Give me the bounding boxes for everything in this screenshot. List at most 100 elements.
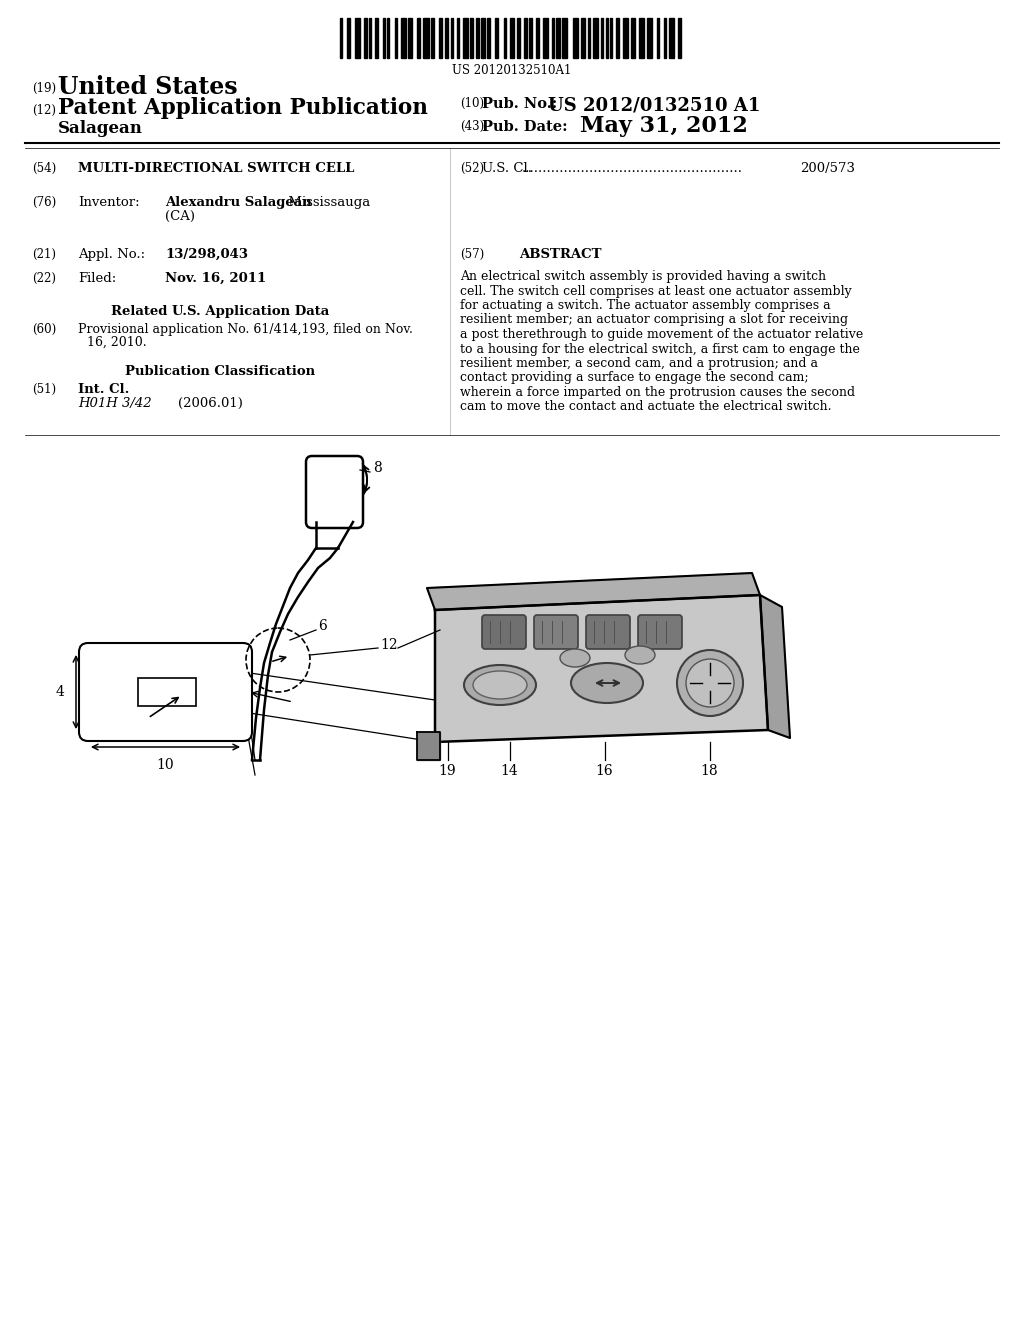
Bar (605, 18, 608, 58)
Text: (43): (43) (460, 120, 484, 133)
Bar (556, 18, 560, 58)
Bar (495, 18, 498, 58)
Bar (664, 18, 666, 58)
Bar (523, 18, 527, 58)
Text: (12): (12) (32, 104, 56, 117)
Bar (375, 18, 378, 58)
Text: ABSTRACT: ABSTRACT (519, 248, 601, 261)
Bar (400, 18, 407, 58)
Text: 13/298,043: 13/298,043 (165, 248, 248, 261)
Text: 14: 14 (500, 764, 518, 777)
Ellipse shape (571, 663, 643, 704)
Bar (552, 18, 554, 58)
Text: Appl. No.:: Appl. No.: (78, 248, 145, 261)
Text: resilient member; an actuator comprising a slot for receiving: resilient member; an actuator comprising… (460, 314, 848, 326)
Bar (670, 18, 674, 58)
Bar (504, 18, 506, 58)
Bar (657, 18, 659, 58)
Polygon shape (435, 595, 768, 742)
Bar (593, 18, 598, 58)
Polygon shape (760, 595, 790, 738)
Text: Nov. 16, 2011: Nov. 16, 2011 (165, 272, 266, 285)
Bar (347, 18, 350, 58)
Text: 12: 12 (380, 638, 397, 652)
Text: MULTI-DIRECTIONAL SWITCH CELL: MULTI-DIRECTIONAL SWITCH CELL (78, 162, 354, 176)
Text: (10): (10) (460, 96, 484, 110)
Polygon shape (417, 733, 440, 760)
Text: (60): (60) (32, 323, 56, 337)
Ellipse shape (560, 649, 590, 667)
Text: United States: United States (58, 75, 238, 99)
Bar (678, 18, 681, 58)
Bar (383, 18, 385, 58)
Bar (463, 18, 468, 58)
Text: Pub. Date:: Pub. Date: (482, 120, 567, 135)
Text: US 2012/0132510 A1: US 2012/0132510 A1 (548, 96, 761, 115)
Text: (2006.01): (2006.01) (178, 397, 243, 411)
Bar (340, 18, 342, 58)
Text: May 31, 2012: May 31, 2012 (580, 115, 748, 137)
Text: for actuating a switch. The actuator assembly comprises a: for actuating a switch. The actuator ass… (460, 300, 830, 312)
Text: Related U.S. Application Data: Related U.S. Application Data (111, 305, 329, 318)
Text: cell. The switch cell comprises at least one actuator assembly: cell. The switch cell comprises at least… (460, 285, 852, 297)
Polygon shape (427, 573, 760, 610)
FancyBboxPatch shape (79, 643, 252, 741)
Bar (369, 18, 372, 58)
Bar (647, 18, 651, 58)
Text: to a housing for the electrical switch, a first cam to engage the: to a housing for the electrical switch, … (460, 342, 860, 355)
Text: contact providing a surface to engage the second cam;: contact providing a surface to engage th… (460, 371, 809, 384)
Text: Int. Cl.: Int. Cl. (78, 383, 129, 396)
FancyBboxPatch shape (534, 615, 578, 649)
Text: Pub. No.:: Pub. No.: (482, 96, 557, 111)
Bar (610, 18, 612, 58)
Bar (537, 18, 540, 58)
Text: 200/573: 200/573 (800, 162, 855, 176)
Circle shape (686, 659, 734, 708)
Bar (451, 18, 454, 58)
Bar (423, 18, 428, 58)
Text: wherein a force imparted on the protrusion causes the second: wherein a force imparted on the protrusi… (460, 385, 855, 399)
Bar (581, 18, 586, 58)
Text: 16: 16 (595, 764, 612, 777)
Bar (438, 18, 442, 58)
Ellipse shape (625, 645, 655, 664)
Text: (57): (57) (460, 248, 484, 261)
Bar (457, 18, 459, 58)
Text: (76): (76) (32, 195, 56, 209)
Text: US 20120132510A1: US 20120132510A1 (453, 63, 571, 77)
Text: (51): (51) (32, 383, 56, 396)
FancyBboxPatch shape (482, 615, 526, 649)
Bar (409, 18, 412, 58)
Text: Alexandru Salagean: Alexandru Salagean (165, 195, 311, 209)
Bar (364, 18, 367, 58)
Circle shape (677, 649, 743, 715)
Bar (510, 18, 514, 58)
Text: Provisional application No. 61/414,193, filed on Nov.: Provisional application No. 61/414,193, … (78, 323, 413, 337)
Text: Salagean: Salagean (58, 120, 143, 137)
Bar (445, 18, 447, 58)
Bar (543, 18, 549, 58)
Ellipse shape (464, 665, 536, 705)
Text: 8: 8 (373, 461, 382, 475)
Bar (470, 18, 473, 58)
Bar (529, 18, 531, 58)
Bar (387, 18, 389, 58)
Bar (481, 18, 484, 58)
Bar (601, 18, 603, 58)
Bar (395, 18, 397, 58)
Text: (21): (21) (32, 248, 56, 261)
Text: Filed:: Filed: (78, 272, 117, 285)
Text: 10: 10 (157, 758, 174, 772)
Text: 6: 6 (318, 619, 327, 634)
Text: Patent Application Publication: Patent Application Publication (58, 96, 428, 119)
Text: H01H 3/42: H01H 3/42 (78, 397, 152, 411)
Text: ....................................................: ........................................… (522, 162, 743, 176)
Bar (562, 18, 567, 58)
Bar (354, 18, 360, 58)
Bar (632, 18, 635, 58)
Text: cam to move the contact and actuate the electrical switch.: cam to move the contact and actuate the … (460, 400, 831, 413)
Bar (418, 18, 420, 58)
Text: 19: 19 (438, 764, 456, 777)
FancyBboxPatch shape (586, 615, 630, 649)
Text: Publication Classification: Publication Classification (125, 366, 315, 378)
